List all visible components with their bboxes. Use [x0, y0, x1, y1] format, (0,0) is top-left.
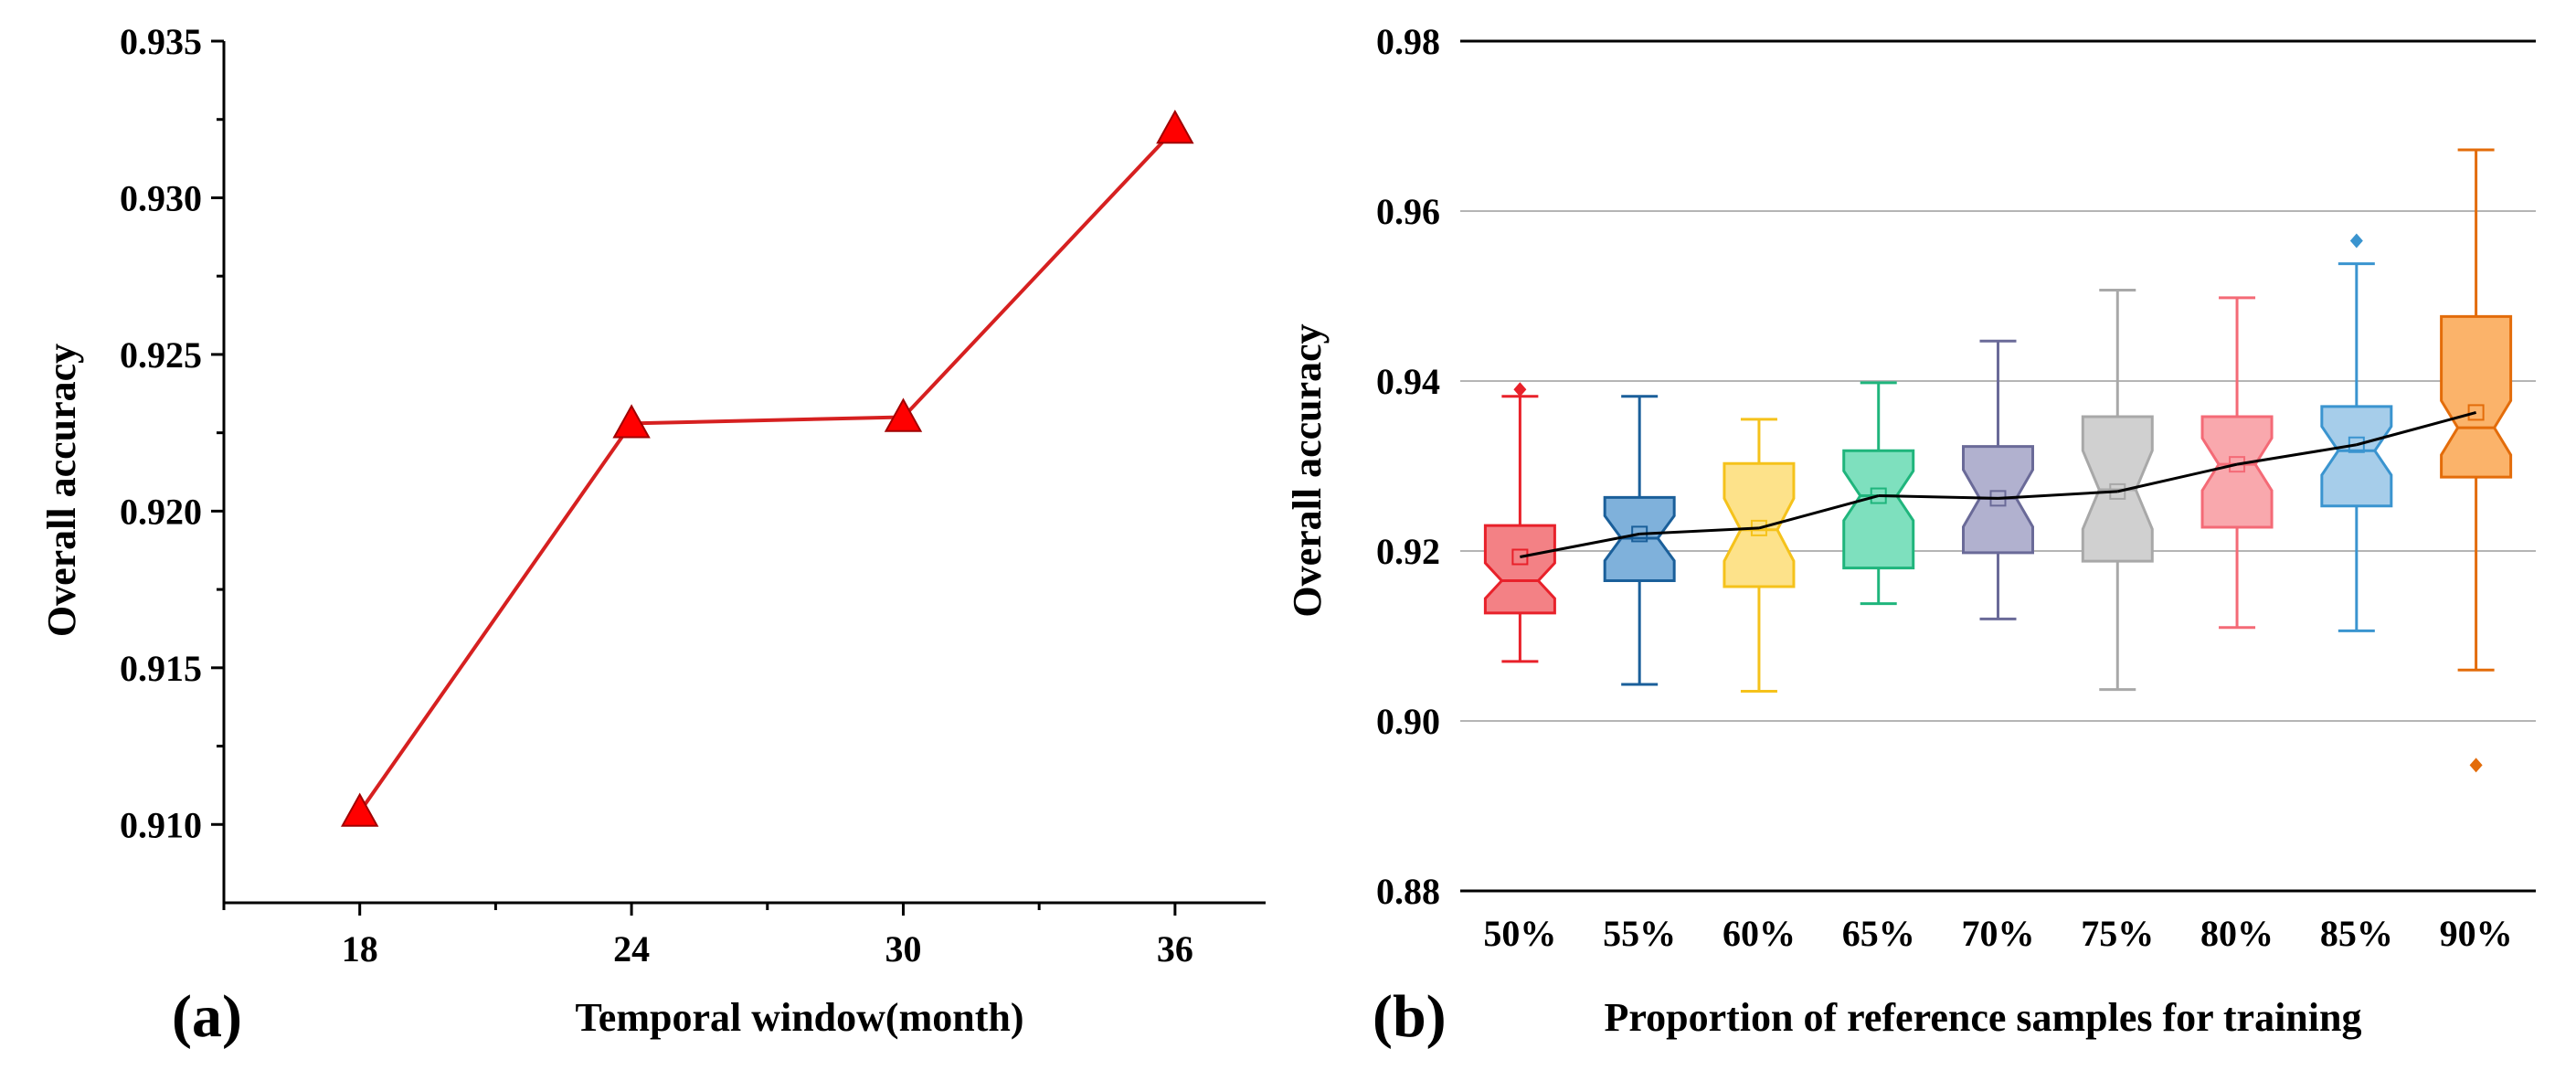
y-tick-label: 0.90: [1376, 701, 1440, 742]
mean-line-segment: [1758, 494, 1880, 530]
mean-line-segment: [1998, 490, 2118, 500]
mean-line-segment: [1520, 532, 1640, 558]
series-line: [340, 109, 1194, 827]
panel-label-b: (b): [1373, 983, 1447, 1050]
box-group: [1842, 381, 1915, 606]
x-tick-label: 75%: [2081, 913, 2154, 954]
mean-line-segment: [2236, 443, 2358, 466]
box-body: [2320, 405, 2393, 508]
mean-line: [1520, 410, 2477, 558]
data-point-marker: [612, 404, 651, 439]
data-point-marker: [340, 792, 379, 827]
data-point-marker: [1156, 109, 1194, 144]
box-group: [1723, 418, 1796, 693]
x-tick-label: 90%: [2440, 913, 2513, 954]
box-group: [2440, 148, 2513, 773]
outlier-point: [2469, 757, 2483, 773]
x-axis-title: Temporal window(month): [576, 995, 1024, 1040]
y-axis-title: Overall accuracy: [39, 344, 84, 637]
y-tick-label: 0.915: [120, 648, 202, 689]
outlier-point: [1513, 382, 1527, 397]
box-group: [2320, 233, 2393, 632]
y-tick-label: 0.910: [120, 804, 202, 845]
x-tick-label: 80%: [2200, 913, 2274, 954]
x-tick-label: 36: [1157, 928, 1193, 969]
mean-line-segment: [2116, 462, 2238, 493]
x-tick-label: 50%: [1483, 913, 1556, 954]
box-series: [1483, 148, 2513, 773]
y-tick-label: 0.96: [1376, 191, 1440, 232]
x-ticks: 50% 55% 60% 65% 70% 75% 80% 85% 90%: [1483, 913, 2512, 954]
box-group: [1962, 339, 2034, 620]
series-segment: [902, 127, 1177, 418]
mean-marker: [2467, 404, 2485, 421]
x-tick-label: 24: [613, 928, 650, 969]
series-segment: [358, 422, 633, 813]
y-ticks: 0.88 0.90 0.92 0.94 0.96 0.98: [1376, 21, 1440, 912]
x-tick-label: 60%: [1723, 913, 1796, 954]
box-body: [1723, 461, 1796, 588]
box-body: [1483, 524, 1556, 615]
y-ticks: 0.910 0.915 0.920 0.925 0.930 0.935: [120, 21, 224, 845]
y-tick-label: 0.930: [120, 177, 202, 218]
box-group: [1603, 395, 1676, 686]
x-tick-label: 18: [342, 928, 378, 969]
x-tick-label: 65%: [1842, 913, 1915, 954]
y-tick-label: 0.88: [1376, 871, 1440, 912]
mean-marker: [1511, 548, 1529, 566]
y-tick-label: 0.920: [120, 491, 202, 532]
box-group: [2081, 288, 2154, 692]
x-axis-title: Proportion of reference samples for trai…: [1605, 995, 2362, 1040]
mean-line-segment: [2356, 410, 2477, 447]
y-tick-label: 0.94: [1376, 361, 1440, 402]
x-tick-label: 30: [885, 928, 921, 969]
x-tick-label: 85%: [2320, 913, 2393, 954]
outlier-point: [2349, 233, 2363, 249]
panel-label-a: (a): [172, 983, 242, 1050]
x-tick-label: 70%: [1962, 913, 2035, 954]
y-tick-label: 0.98: [1376, 21, 1440, 62]
series-segment: [631, 415, 904, 426]
y-tick-label: 0.935: [120, 21, 202, 62]
box-group: [2200, 296, 2274, 630]
box-plot-panel: 0.88 0.90 0.92 0.94 0.96 0.98 50% 55% 60% 65% 70%…: [1285, 21, 2536, 1050]
y-axis-title: Overall accuracy: [1285, 323, 1330, 617]
y-tick-label: 0.92: [1376, 531, 1440, 572]
y-tick-label: 0.925: [120, 334, 202, 376]
box-group: [1483, 382, 1556, 663]
mean-line-segment: [1639, 526, 1760, 535]
data-point-marker: [884, 397, 923, 432]
x-ticks: 18 24 30 36: [222, 903, 1193, 969]
mean-line-segment: [1878, 494, 1998, 500]
box-body: [1842, 449, 1915, 570]
x-tick-label: 55%: [1603, 913, 1676, 954]
box-body: [2440, 314, 2513, 479]
